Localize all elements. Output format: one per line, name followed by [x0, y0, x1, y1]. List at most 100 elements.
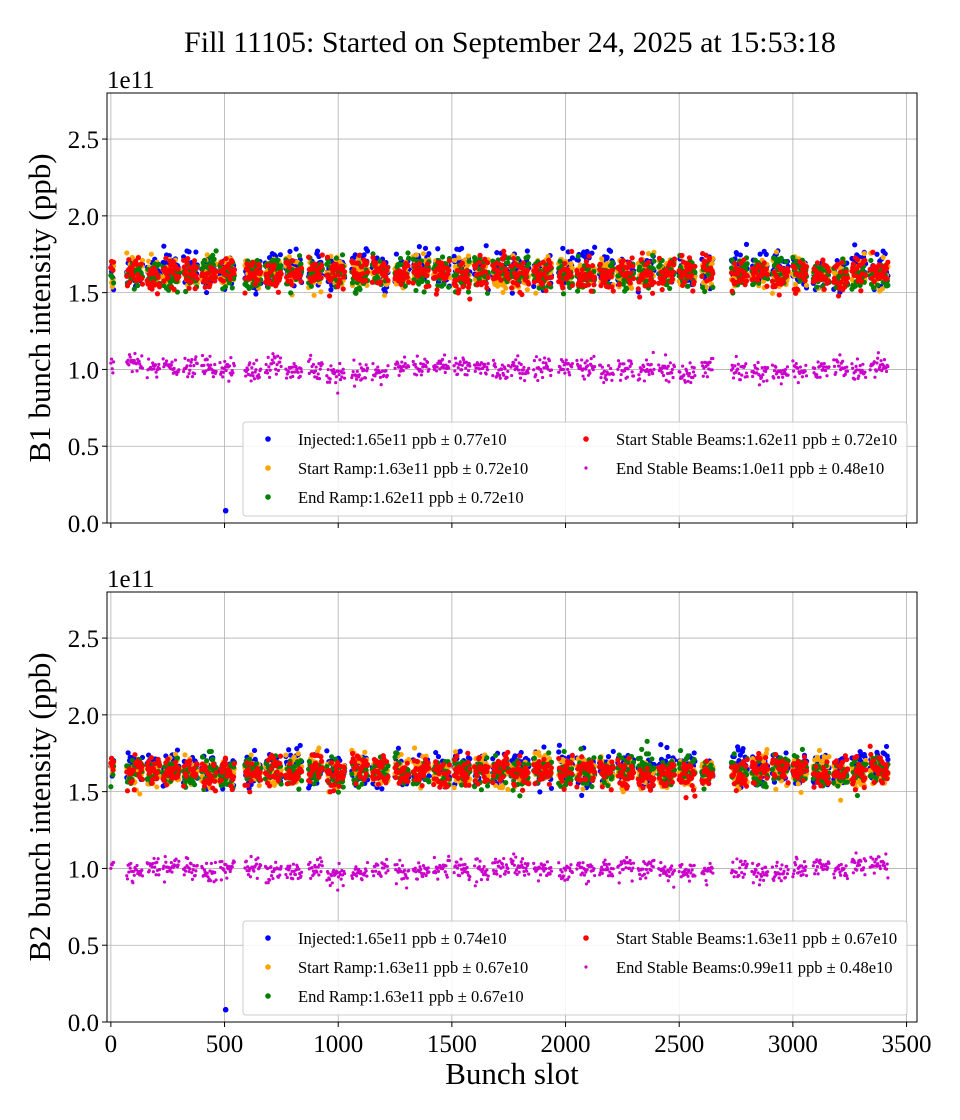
- data-point: [606, 364, 611, 368]
- data-point: [311, 362, 316, 367]
- data-point: [518, 376, 523, 380]
- data-point: [267, 365, 271, 369]
- data-point: [765, 272, 771, 278]
- data-point: [637, 264, 643, 270]
- data-point: [456, 255, 462, 261]
- data-point: [773, 249, 780, 255]
- data-point: [700, 284, 706, 291]
- data-point: [744, 371, 749, 375]
- data-point: [741, 257, 747, 263]
- data-point: [308, 283, 314, 289]
- data-point: [171, 286, 177, 292]
- data-point: [797, 278, 803, 284]
- data-point: [420, 277, 426, 283]
- data-point: [845, 369, 850, 373]
- data-point: [845, 365, 849, 369]
- data-point: [385, 277, 391, 284]
- data-point: [761, 260, 767, 266]
- data-point: [393, 366, 397, 371]
- data-point: [498, 277, 504, 283]
- data-point: [186, 249, 192, 255]
- data-point: [340, 375, 344, 379]
- data-point: [213, 248, 219, 254]
- data-point: [484, 290, 491, 296]
- data-point: [541, 361, 545, 365]
- data-point: [411, 359, 415, 364]
- data-point: [375, 275, 381, 281]
- data-point: [298, 374, 302, 378]
- data-point: [582, 271, 588, 277]
- data-point: [400, 360, 404, 364]
- data-point: [211, 256, 217, 262]
- data-point: [785, 268, 791, 274]
- data-point: [341, 274, 347, 280]
- data-point: [819, 362, 824, 366]
- data-point: [862, 257, 868, 264]
- data-point: [565, 367, 570, 371]
- y-tick-label: 2.0: [68, 703, 99, 730]
- data-point: [306, 254, 312, 260]
- data-point: [353, 290, 359, 296]
- data-point: [509, 285, 515, 291]
- data-point: [251, 374, 255, 378]
- data-point: [629, 255, 635, 261]
- data-point: [314, 365, 318, 369]
- data-point: [177, 368, 181, 372]
- data-point: [570, 365, 574, 369]
- data-point: [816, 360, 820, 364]
- data-point: [355, 377, 359, 381]
- outlier-point: [222, 507, 229, 514]
- data-point: [211, 375, 215, 379]
- data-point: [251, 747, 258, 754]
- y-tick-label: 2.0: [68, 204, 99, 231]
- data-point: [111, 360, 116, 364]
- data-point: [886, 364, 890, 369]
- data-point: [271, 262, 277, 268]
- data-point: [250, 371, 255, 375]
- data-point: [732, 261, 738, 267]
- data-point: [639, 250, 645, 256]
- data-point: [686, 255, 693, 261]
- data-point: [618, 378, 623, 382]
- data-point: [360, 271, 366, 277]
- data-point: [884, 275, 890, 282]
- data-point: [374, 368, 378, 372]
- data-point: [649, 362, 653, 367]
- data-point: [350, 373, 355, 377]
- data-point: [314, 248, 321, 254]
- data-point: [650, 252, 656, 258]
- data-point: [756, 360, 760, 365]
- data-point: [327, 380, 332, 384]
- data-point: [659, 287, 665, 293]
- data-point: [317, 377, 322, 381]
- data-point: [549, 373, 553, 378]
- data-point: [193, 249, 199, 255]
- data-point: [472, 255, 478, 261]
- data-point: [548, 274, 555, 280]
- data-point: [533, 266, 540, 272]
- data-point: [497, 269, 503, 275]
- data-point: [328, 287, 334, 293]
- legend-marker: [265, 494, 271, 500]
- data-point: [126, 257, 132, 263]
- data-point: [256, 263, 262, 269]
- data-point: [783, 258, 789, 265]
- data-point: [688, 361, 692, 365]
- data-point: [754, 277, 761, 283]
- data-point: [534, 373, 538, 377]
- data-point: [844, 275, 851, 281]
- data-point: [843, 269, 849, 275]
- data-point: [109, 361, 113, 365]
- data-point: [313, 369, 318, 373]
- data-point: [447, 360, 451, 364]
- data-point: [760, 366, 764, 370]
- data-point: [157, 367, 162, 371]
- data-point: [483, 243, 489, 249]
- data-point: [406, 255, 412, 261]
- data-point: [631, 374, 636, 378]
- data-point: [467, 296, 473, 302]
- data-point: [744, 261, 750, 267]
- data-point: [351, 369, 355, 374]
- data-point: [515, 365, 519, 369]
- legend-label: End Ramp:1.62e11 ppb ± 0.72e10: [298, 488, 524, 507]
